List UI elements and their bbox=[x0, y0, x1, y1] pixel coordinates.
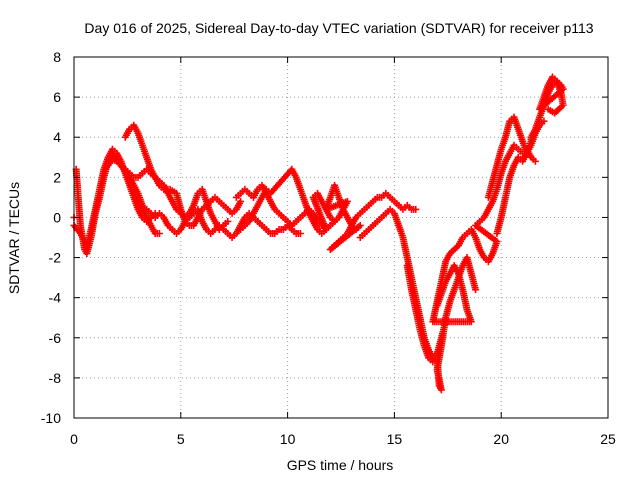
y-tick-label: 4 bbox=[53, 129, 61, 145]
axis-ticks: 0 5 10 15 20 25 -10 -8 -6 -4 -2 0 2 4 6 8 bbox=[41, 49, 616, 447]
y-tick-label: 0 bbox=[53, 209, 61, 225]
x-tick-label: 5 bbox=[177, 431, 185, 447]
data-point bbox=[412, 205, 420, 213]
y-tick-label: -10 bbox=[41, 410, 61, 426]
chart-title: Day 016 of 2025, Sidereal Day-to-day VTE… bbox=[84, 20, 593, 36]
data-point bbox=[237, 197, 245, 205]
y-tick-label: 8 bbox=[53, 49, 61, 65]
data-point bbox=[472, 286, 480, 294]
data-point bbox=[296, 229, 304, 237]
data-point bbox=[531, 157, 539, 165]
data-point bbox=[224, 217, 232, 225]
y-tick-label: -2 bbox=[49, 250, 62, 266]
x-tick-label: 0 bbox=[70, 431, 78, 447]
x-axis-title: GPS time / hours bbox=[287, 457, 394, 473]
x-tick-label: 25 bbox=[600, 431, 616, 447]
plot-frame bbox=[73, 56, 609, 419]
y-tick-label: 2 bbox=[53, 169, 61, 185]
data-point bbox=[155, 229, 163, 237]
y-tick-label: -4 bbox=[49, 290, 62, 306]
x-tick-label: 15 bbox=[387, 431, 403, 447]
x-tick-label: 20 bbox=[493, 431, 509, 447]
y-axis-title: SDTVAR / TECUs bbox=[6, 182, 22, 294]
y-tick-label: 6 bbox=[53, 89, 61, 105]
y-tick-label: -6 bbox=[49, 330, 62, 346]
data-points bbox=[70, 73, 567, 394]
data-point bbox=[544, 105, 552, 113]
x-tick-label: 10 bbox=[280, 431, 296, 447]
y-tick-label: -8 bbox=[49, 370, 62, 386]
